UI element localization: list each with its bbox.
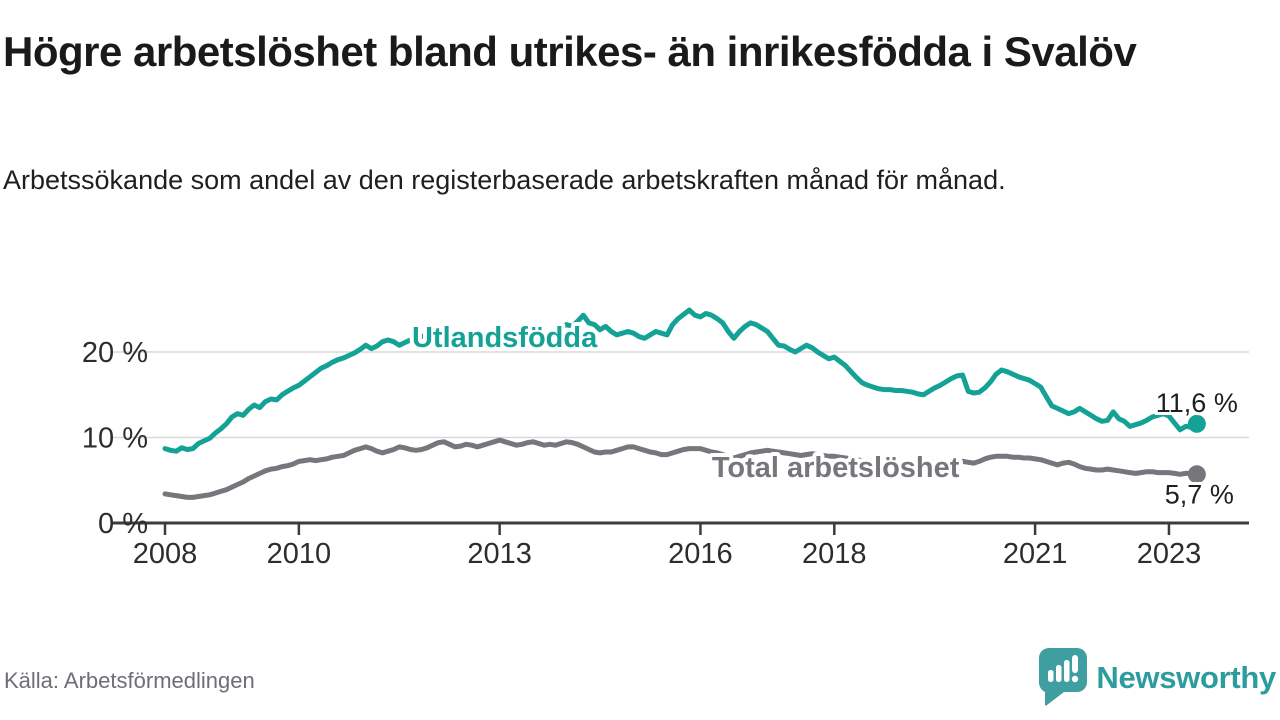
series-end-value-label: 5,7 % [1165, 479, 1234, 509]
chart-title: Högre arbetslöshet bland utrikes- än inr… [3, 28, 1137, 75]
x-tick-label: 2023 [1137, 538, 1202, 570]
series-end-value-label: 11,6 % [1156, 388, 1238, 418]
logo-exclamation-dot [1072, 675, 1079, 683]
logo-bar-2 [1056, 665, 1062, 682]
logo-exclamation-stem [1072, 655, 1079, 673]
x-tick-label: 2021 [1003, 538, 1068, 570]
chart-subtitle: Arbetssökande som andel av den registerb… [3, 165, 1006, 195]
y-tick-label: 20 % [82, 337, 148, 369]
series-end-dot [1187, 414, 1206, 433]
series-inline-label: Utlandsfödda [412, 322, 598, 354]
x-tick-label: 2010 [267, 538, 332, 570]
x-tick-label: 2013 [467, 538, 532, 570]
logo-bar-1 [1048, 670, 1054, 682]
y-tick-label: 10 % [82, 423, 148, 455]
x-tick-label: 2008 [133, 538, 198, 570]
series-line-total-arbetsl-shet [162, 437, 1200, 500]
logo-bar-3 [1064, 660, 1070, 682]
speech-bubble-bar-chart-icon [1039, 648, 1088, 706]
x-tick-label: 2016 [668, 538, 733, 570]
series-inline-label: Total arbetslöshet [712, 452, 960, 484]
newsworthy-logo: Newsworthy [1039, 648, 1276, 708]
series-line-utlandsf-dda [162, 307, 1200, 454]
logo-wordmark: Newsworthy [1096, 660, 1276, 695]
series-end-dot [1187, 465, 1206, 484]
logo-bubble [1039, 648, 1088, 706]
source-note: Källa: Arbetsförmedlingen [4, 668, 255, 693]
x-tick-label: 2018 [802, 538, 867, 570]
y-tick-label: 0 % [98, 508, 148, 540]
